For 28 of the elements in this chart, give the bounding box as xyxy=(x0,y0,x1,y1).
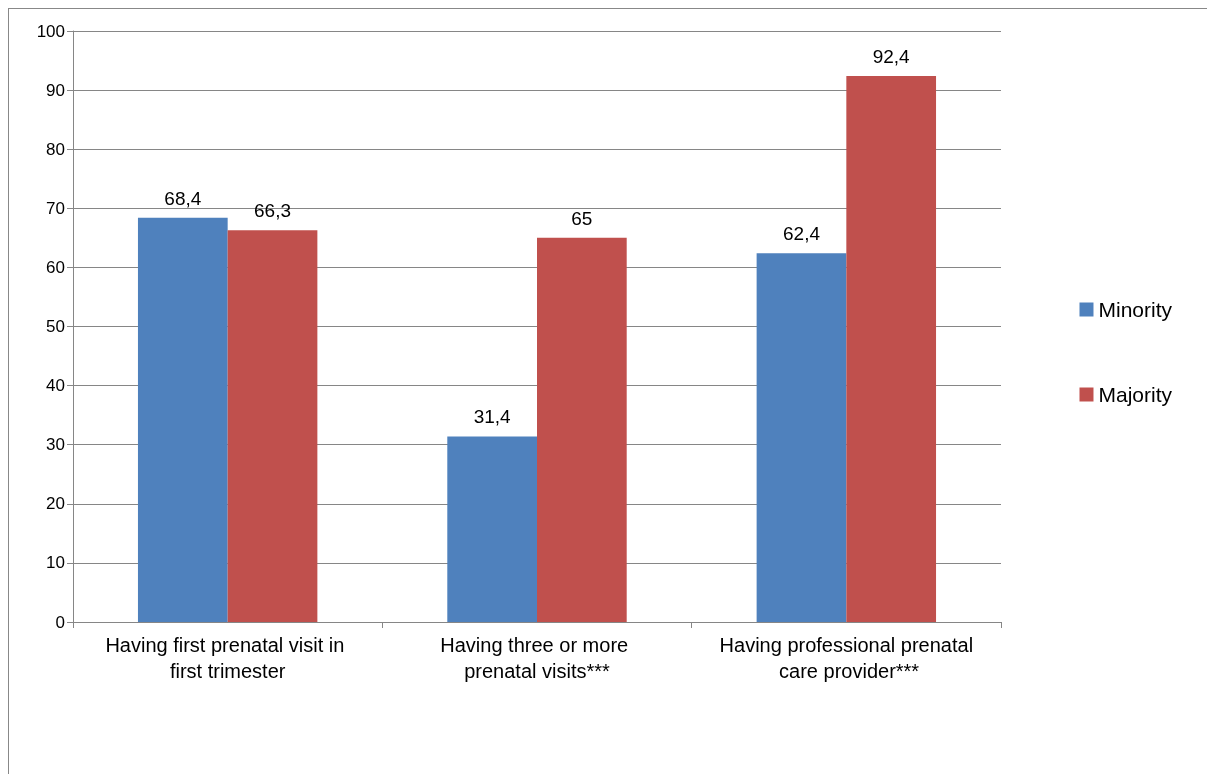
data-label: 62,4 xyxy=(782,223,821,245)
y-tick-label: 80 xyxy=(46,139,65,159)
data-label: 66,3 xyxy=(254,200,292,222)
y-tick-label: 70 xyxy=(46,198,65,218)
x-tick-label: Having first prenatal visit in first trimester xyxy=(105,634,350,682)
y-tick-label: 60 xyxy=(46,257,65,277)
legend-label: Minority xyxy=(1098,298,1173,321)
bar xyxy=(447,436,537,622)
bar xyxy=(756,253,847,622)
y-tick-label: 50 xyxy=(46,317,65,336)
y-tick-label: 20 xyxy=(46,494,65,514)
bar xyxy=(227,230,318,622)
bar xyxy=(846,75,937,622)
data-label: 65 xyxy=(571,207,593,229)
y-tick-label: 100 xyxy=(36,21,65,41)
bar xyxy=(537,237,627,622)
y-tick-label: 10 xyxy=(46,553,65,573)
y-tick-label: 90 xyxy=(46,80,65,100)
data-label: 31,4 xyxy=(473,406,512,428)
bar xyxy=(137,217,228,622)
y-tick-label: 40 xyxy=(46,376,65,396)
y-tick-label: 30 xyxy=(46,435,65,455)
data-label: 68,4 xyxy=(164,187,202,209)
x-tick-label: Having three or more prenatal visits*** xyxy=(440,634,634,682)
legend-label: Majority xyxy=(1098,383,1173,406)
x-tick-label: Having professional prenatal care provider*** xyxy=(719,634,974,682)
data-label: 92,4 xyxy=(872,45,911,67)
y-tick-label: 0 xyxy=(55,612,65,632)
